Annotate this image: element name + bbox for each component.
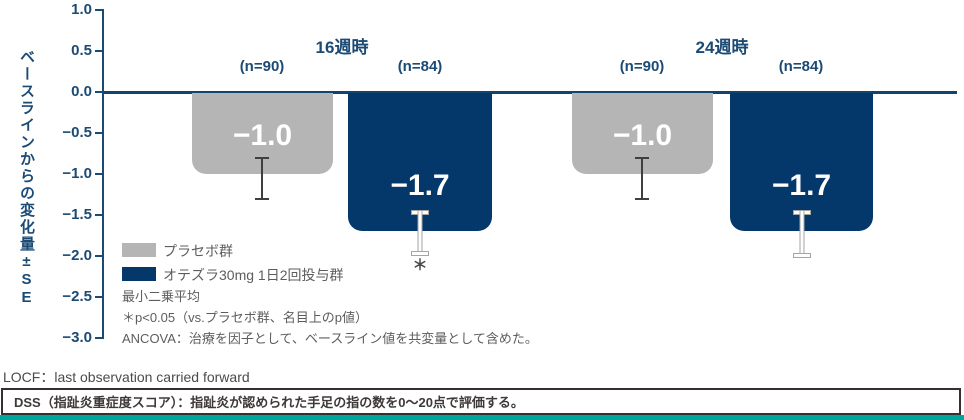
y-tick-mark: [95, 91, 103, 93]
bar-value-label: −1.0: [612, 119, 673, 152]
y-tick-mark: [95, 132, 103, 134]
note-least-squares-mean: 最小二乗平均: [122, 289, 201, 304]
y-tick-label: −0.5: [62, 124, 92, 141]
error-bar-week16-placebo: [255, 157, 269, 200]
y-tick-label: −3.0: [62, 329, 92, 346]
bar-value-label: −1.0: [232, 119, 293, 152]
y-tick-label: −1.0: [62, 165, 92, 182]
n-label-week24-otezla: (n=84): [778, 58, 824, 75]
error-bar-cap: [255, 198, 269, 200]
y-tick-label: 1.0: [71, 1, 92, 18]
y-axis-title-se: ±SE: [18, 253, 35, 307]
y-tick-label: −1.5: [62, 206, 92, 223]
y-tick-mark: [95, 173, 103, 175]
error-bar-cap: [635, 198, 649, 200]
legend-label-placebo: プラセボ群: [163, 243, 233, 259]
error-bar-cap: [794, 254, 810, 257]
baseline-zero-line: [104, 91, 957, 94]
legend-label-otezla: オテズラ30mg 1日2回投与群: [163, 267, 344, 283]
y-tick-mark: [95, 9, 103, 11]
legend-swatch-placebo: [122, 243, 156, 257]
locf-footnote: LOCF：last observation carried forward: [3, 369, 250, 385]
dss-definition-box: DSS（指趾炎重症度スコア）：指趾炎が認められた手足の指の数を0～20点で評価す…: [1, 388, 961, 415]
dss-definition-text: DSS（指趾炎重症度スコア）：指趾炎が認められた手足の指の数を0～20点で評価す…: [14, 395, 524, 410]
error-bar-week24-placebo: [635, 157, 649, 200]
error-bar-week16-otezla: [412, 211, 428, 255]
note-pvalue: ＊p<0.05（vs.プラセボ群、名目上のp値）: [122, 310, 368, 325]
y-tick-label: −2.5: [62, 288, 92, 305]
n-label-week24-placebo: (n=90): [619, 58, 665, 75]
group-label-week16: 16週時: [315, 38, 369, 57]
legend-swatch-otezla: [122, 267, 156, 281]
significance-asterisk-week16: ＊: [412, 257, 428, 274]
y-axis-title: ベースラインからの変化量±SE: [16, 34, 37, 322]
note-ancova: ANCOVA：治療を因子として、ベースライン値を共変量として含めた。: [122, 331, 538, 346]
error-bar-cap: [412, 252, 428, 255]
y-tick-mark: [95, 337, 103, 339]
y-tick-mark: [95, 214, 103, 216]
error-bar-line: [641, 157, 643, 200]
y-axis-line: [102, 9, 104, 339]
bar-week24-otezla: −1.7: [730, 93, 873, 231]
n-label-week16-placebo: (n=90): [239, 58, 285, 75]
y-tick-mark: [95, 296, 103, 298]
n-label-week16-otezla: (n=84): [397, 58, 443, 75]
error-bar-week24-otezla: [794, 211, 810, 257]
y-axis-title-main: ベースラインからの変化量: [18, 49, 35, 253]
bar-week16-otezla: −1.7: [348, 93, 492, 231]
bar-value-label: −1.7: [771, 169, 832, 202]
y-tick-label: −2.0: [62, 247, 92, 264]
y-tick-label: 0.0: [71, 83, 92, 100]
error-bar-line: [418, 211, 422, 255]
y-tick-mark: [95, 255, 103, 257]
error-bar-line: [261, 157, 263, 200]
y-tick-mark: [95, 50, 103, 52]
y-tick-label: 0.5: [71, 42, 92, 59]
group-label-week24: 24週時: [695, 38, 749, 57]
error-bar-line: [800, 211, 804, 257]
bar-value-label: −1.7: [390, 169, 450, 202]
teal-accent-bar: [0, 415, 964, 420]
